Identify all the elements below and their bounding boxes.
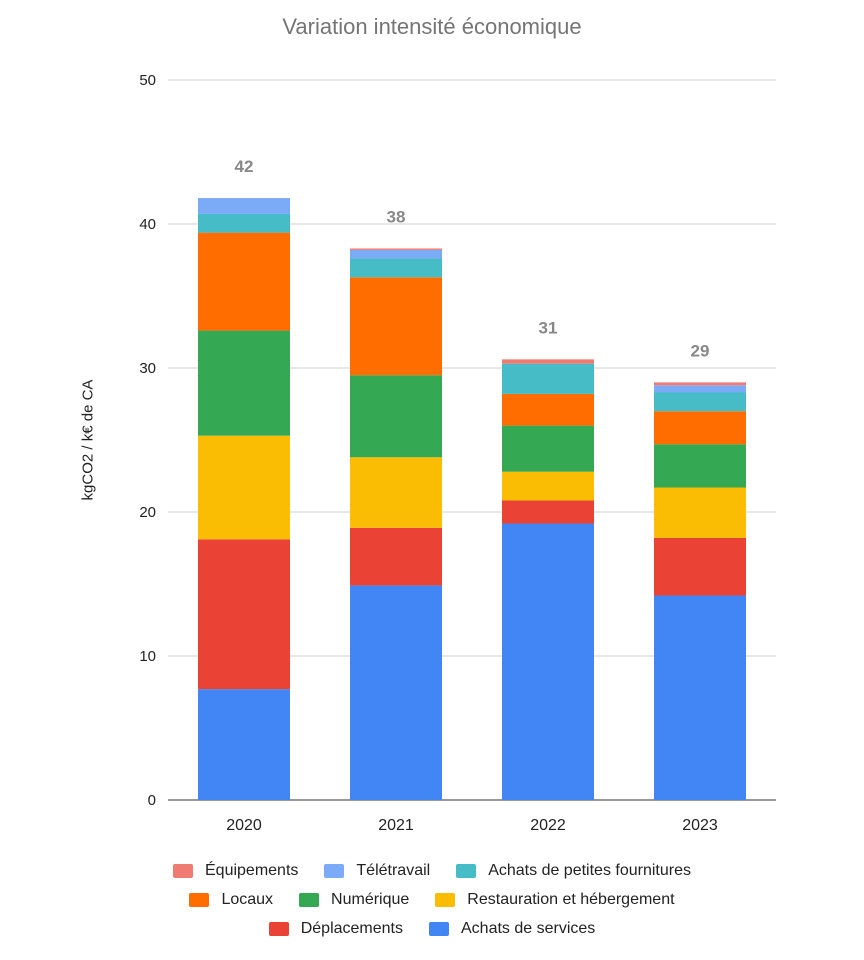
x-tick-label: 2021 xyxy=(378,817,414,834)
legend-label: Achats de services xyxy=(461,919,596,937)
bar-segment xyxy=(198,232,290,331)
y-tick-label: 20 xyxy=(139,504,156,521)
legend-label: Déplacements xyxy=(300,919,403,937)
bar-segment xyxy=(502,363,594,394)
bar-segment xyxy=(350,457,442,528)
legend-swatch xyxy=(299,892,320,907)
total-data-label: 31 xyxy=(539,318,558,337)
bar-segment xyxy=(350,248,442,250)
bar-segment xyxy=(198,198,290,214)
bar-segment xyxy=(350,249,442,259)
legend-row: Déplacements Achats de services xyxy=(0,914,864,943)
y-tick-label: 40 xyxy=(139,216,156,233)
bar-segment xyxy=(198,435,290,540)
bar-segment xyxy=(198,539,290,690)
bar-segment xyxy=(502,471,594,501)
legend-item: Restauration et hébergement xyxy=(435,890,675,909)
bar-segment xyxy=(350,527,442,586)
bar-segment xyxy=(502,523,594,800)
bar-segment xyxy=(198,213,290,233)
legend-item: Achats de petites fournitures xyxy=(456,862,691,880)
bar-segment xyxy=(654,382,746,386)
legend-label: Équipements xyxy=(205,861,299,879)
bar-segment xyxy=(654,487,746,538)
bar-segment xyxy=(654,537,746,596)
y-tick-label: 50 xyxy=(139,72,156,89)
bar-segment xyxy=(350,375,442,458)
legend-swatch xyxy=(435,892,456,907)
x-tick-label: 2020 xyxy=(226,817,262,834)
legend-label: Restauration et hébergement xyxy=(467,890,675,908)
bar-segment xyxy=(654,411,746,445)
bar-segment xyxy=(654,392,746,412)
legend-label: Numérique xyxy=(331,890,410,908)
bar-segment xyxy=(198,330,290,436)
bar-segment xyxy=(350,277,442,376)
y-tick-label: 30 xyxy=(139,360,156,377)
legend-swatch xyxy=(173,863,193,878)
bar-segment xyxy=(502,359,594,364)
stacked-bar-chart: 0 10 20 30 40 50 42 2020 38 2021 31 2022 29 2023 xyxy=(139,72,776,834)
total-data-label: 29 xyxy=(691,341,710,360)
y-tick-label: 10 xyxy=(139,648,156,665)
x-tick-label: 2023 xyxy=(682,817,718,834)
total-data-label: 42 xyxy=(235,157,254,176)
legend-item: Locaux xyxy=(189,891,273,909)
bar-segment xyxy=(198,689,290,800)
legend-label: Locaux xyxy=(221,890,274,908)
bar-segment xyxy=(654,595,746,800)
chart-title: Variation intensité économique xyxy=(282,14,582,39)
bar-segment xyxy=(350,258,442,278)
legend: Équipements Télétravail Achats de petites … xyxy=(0,856,864,943)
bar-segment xyxy=(654,444,746,488)
legend-label: Télétravail xyxy=(356,861,431,879)
total-data-label: 38 xyxy=(387,207,406,226)
legend-swatch xyxy=(324,863,345,878)
legend-swatch xyxy=(268,921,289,936)
legend-swatch xyxy=(189,892,210,907)
bar-segment xyxy=(502,425,594,472)
bar-segment xyxy=(350,585,442,800)
legend-swatch xyxy=(456,863,477,878)
legend-item: Télétravail xyxy=(324,862,430,880)
legend-item: Numérique xyxy=(299,891,409,909)
bar-segment xyxy=(502,393,594,426)
legend-item: Achats de services xyxy=(429,920,595,938)
y-tick-label: 0 xyxy=(148,792,156,809)
legend-swatch xyxy=(429,921,449,936)
bar-segment xyxy=(654,385,746,393)
legend-item: Déplacements xyxy=(268,919,403,938)
legend-item: Équipements xyxy=(173,862,298,880)
legend-row: Équipements Télétravail Achats de petites … xyxy=(0,856,864,885)
x-tick-label: 2022 xyxy=(530,817,566,834)
legend-label: Achats de petites fournitures xyxy=(488,861,691,879)
legend-row: Locaux Numérique Restauration et hébergeme… xyxy=(0,885,864,914)
bar-segment xyxy=(502,500,594,524)
